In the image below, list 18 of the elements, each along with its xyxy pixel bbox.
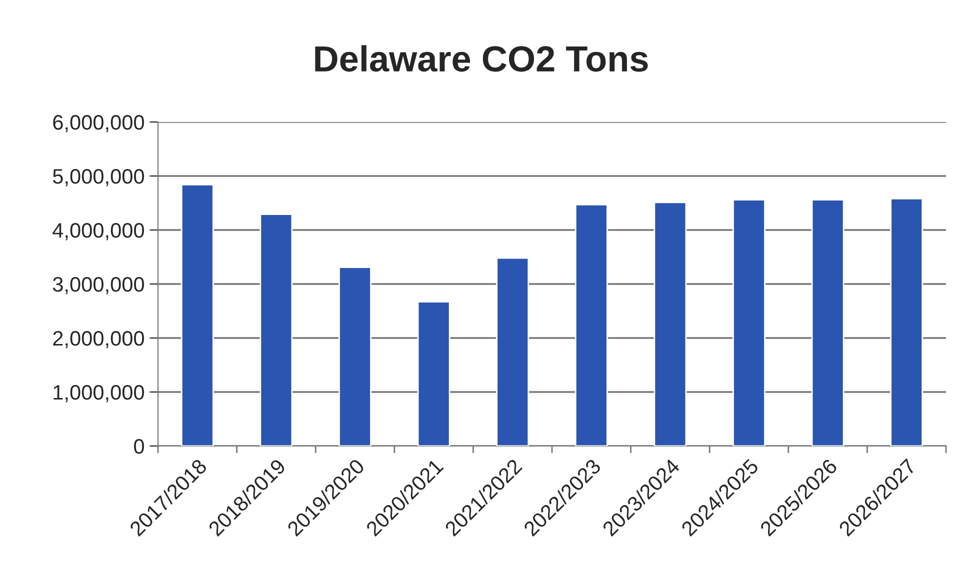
bar (338, 266, 372, 446)
bar (496, 257, 530, 446)
y-tick-label: 5,000,000 (52, 169, 144, 186)
bar (574, 204, 608, 446)
bar (811, 199, 844, 446)
y-tick-label: 6,000,000 (53, 115, 144, 132)
y-tick-label: 1,000,000 (54, 385, 144, 402)
bar (654, 202, 687, 446)
bar (260, 214, 293, 446)
y-tick-label: 3,000,000 (52, 277, 144, 294)
bar (417, 301, 450, 446)
bar (732, 199, 766, 446)
bar (180, 184, 214, 446)
y-tick-label: 0 (134, 439, 144, 454)
bar (890, 198, 924, 446)
y-tick-label: 4,000,000 (52, 223, 144, 240)
y-tick-label: 2,000,000 (53, 331, 144, 348)
chart-title: Delaware CO2 Tons (315, 45, 648, 72)
